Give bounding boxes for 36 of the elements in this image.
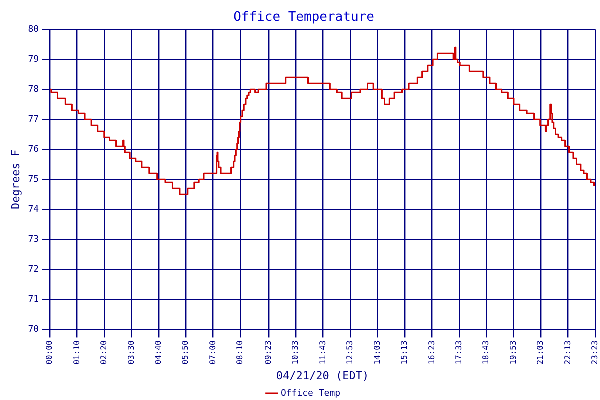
y-tick-label: 78 bbox=[28, 84, 40, 95]
y-tick-label: 76 bbox=[28, 144, 40, 155]
x-tick-label: 10:33 bbox=[291, 340, 300, 365]
x-tick-label: 23:23 bbox=[590, 340, 600, 365]
x-tick-label: 04:40 bbox=[154, 340, 163, 365]
x-tick-label: 01:10 bbox=[72, 340, 82, 365]
x-tick-label: 18:43 bbox=[482, 340, 491, 365]
y-tick-label: 75 bbox=[28, 175, 40, 186]
x-tick-label: 15:13 bbox=[400, 340, 410, 365]
x-tick-label: 12:53 bbox=[346, 340, 355, 365]
x-tick-label: 14:03 bbox=[372, 340, 382, 365]
y-tick-label: 73 bbox=[28, 235, 40, 246]
x-tick-label: 05:50 bbox=[181, 340, 190, 365]
x-tick-label: 00:00 bbox=[45, 340, 54, 365]
y-tick-label: 80 bbox=[28, 24, 40, 35]
x-tick-label: 07:00 bbox=[208, 340, 218, 365]
y-tick-label: 74 bbox=[28, 205, 40, 216]
x-tick-label: 02:20 bbox=[100, 340, 109, 365]
y-tick-label: 72 bbox=[28, 265, 40, 276]
y-tick-label: 79 bbox=[28, 54, 40, 65]
y-tick-label: 77 bbox=[28, 114, 40, 125]
x-tick-label: 11:43 bbox=[318, 340, 328, 365]
y-axis-title: Degrees F bbox=[9, 150, 22, 210]
chart-title: Office Temperature bbox=[234, 10, 375, 26]
x-tick-label: 08:10 bbox=[236, 340, 245, 365]
x-tick-label: 16:23 bbox=[427, 340, 436, 365]
x-axis-title: 04/21/20 (EDT) bbox=[276, 369, 370, 382]
x-tick-label: 21:03 bbox=[536, 340, 546, 365]
x-tick-label: 17:33 bbox=[454, 340, 464, 365]
x-tick-label: 03:30 bbox=[126, 340, 136, 365]
y-tick-label: 71 bbox=[28, 295, 40, 306]
x-tick-label: 19:53 bbox=[508, 340, 518, 365]
y-tick-label: 70 bbox=[28, 325, 40, 336]
legend-label: Office Temp bbox=[280, 388, 341, 399]
x-tick-label: 09:23 bbox=[264, 340, 273, 365]
x-tick-label: 22:13 bbox=[563, 340, 572, 365]
